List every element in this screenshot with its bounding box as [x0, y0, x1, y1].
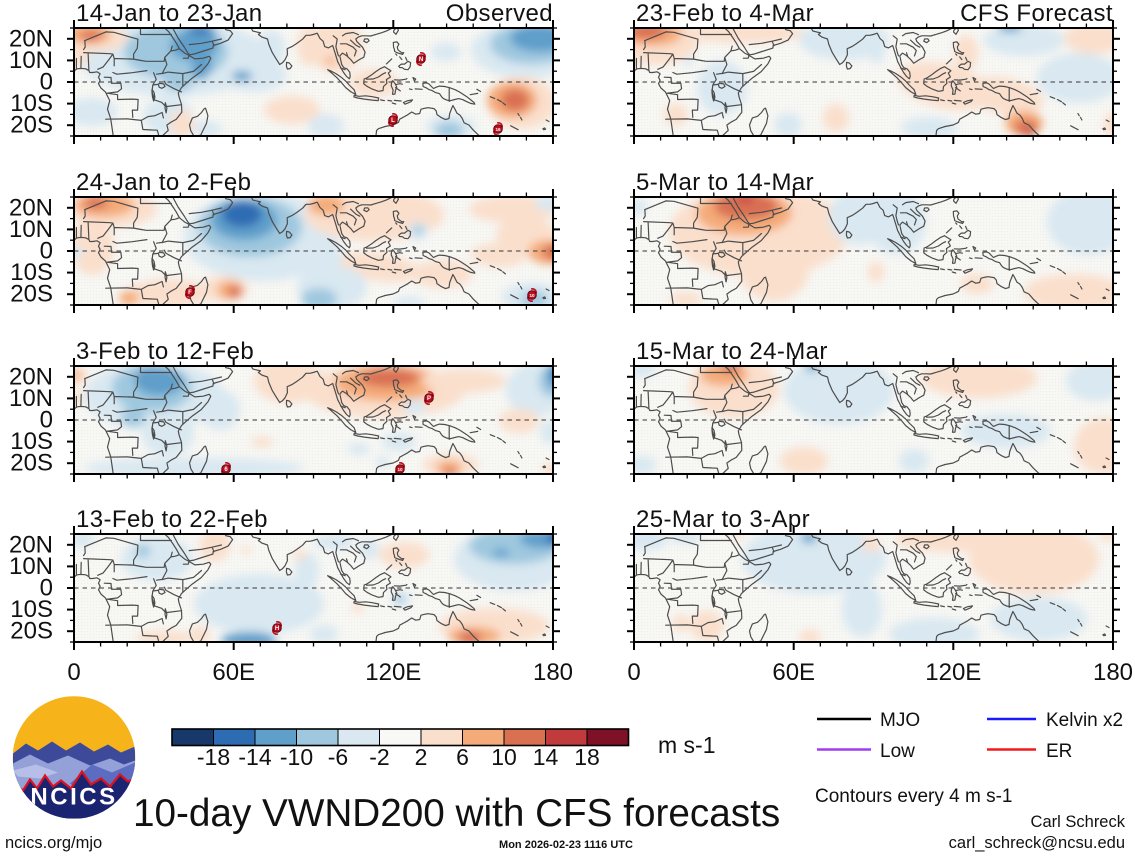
svg-text:20N: 20N — [9, 194, 53, 221]
svg-text:15-Mar to 24-Mar: 15-Mar to 24-Mar — [636, 338, 828, 365]
svg-text:20S: 20S — [10, 618, 53, 645]
svg-text:-2: -2 — [369, 744, 389, 770]
svg-text:Mon 2026-02-23 1116 UTC: Mon 2026-02-23 1116 UTC — [499, 839, 633, 851]
svg-text:24-Jan to 2-Feb: 24-Jan to 2-Feb — [76, 169, 251, 196]
svg-text:14: 14 — [533, 744, 559, 770]
svg-text:Kelvin x2: Kelvin x2 — [1046, 710, 1123, 731]
svg-text:10N: 10N — [9, 216, 53, 243]
svg-text:120E: 120E — [925, 659, 981, 686]
svg-text:-6: -6 — [328, 744, 348, 770]
svg-text:P: P — [427, 396, 431, 402]
svg-text:L: L — [391, 118, 395, 124]
svg-text:16: 16 — [495, 127, 501, 132]
svg-text:10S: 10S — [10, 596, 53, 623]
svg-text:25-Mar to 3-Apr: 25-Mar to 3-Apr — [636, 506, 810, 533]
svg-text:10: 10 — [529, 293, 535, 298]
svg-text:0: 0 — [40, 69, 53, 96]
svg-text:carl_schreck@ncsu.edu: carl_schreck@ncsu.edu — [949, 834, 1125, 852]
svg-text:10S: 10S — [10, 90, 53, 117]
svg-text:6: 6 — [456, 744, 469, 770]
svg-text:0: 0 — [40, 407, 53, 434]
svg-text:10S: 10S — [10, 259, 53, 286]
svg-text:H: H — [275, 626, 279, 632]
svg-text:10N: 10N — [9, 47, 53, 74]
svg-text:10: 10 — [397, 467, 403, 472]
svg-text:N: N — [419, 57, 423, 63]
svg-text:60E: 60E — [212, 659, 255, 686]
svg-text:23-Feb to 4-Mar: 23-Feb to 4-Mar — [636, 0, 814, 27]
svg-text:13-Feb to 22-Feb: 13-Feb to 22-Feb — [76, 506, 268, 533]
svg-text:20S: 20S — [10, 281, 53, 308]
svg-text:F: F — [188, 290, 192, 296]
svg-text:Carl Schreck: Carl Schreck — [1031, 813, 1126, 831]
svg-text:0: 0 — [40, 575, 53, 602]
svg-text:CFS Forecast: CFS Forecast — [960, 0, 1113, 27]
svg-text:180: 180 — [1093, 659, 1133, 686]
svg-text:6: 6 — [224, 467, 228, 473]
svg-text:-10: -10 — [280, 744, 313, 770]
svg-text:ncics.org/mjo: ncics.org/mjo — [5, 834, 102, 852]
svg-text:10N: 10N — [9, 385, 53, 412]
svg-text:MJO: MJO — [880, 710, 920, 731]
svg-text:ER: ER — [1046, 741, 1072, 762]
svg-text:0: 0 — [627, 659, 640, 686]
svg-text:180: 180 — [533, 659, 573, 686]
svg-text:20N: 20N — [9, 363, 53, 390]
svg-text:10-day VWND200 with CFS foreca: 10-day VWND200 with CFS forecasts — [133, 792, 780, 835]
svg-text:20N: 20N — [9, 25, 53, 52]
svg-text:20S: 20S — [10, 450, 53, 477]
svg-text:10N: 10N — [9, 553, 53, 580]
svg-text:NCICS: NCICS — [30, 784, 117, 811]
svg-text:18: 18 — [574, 744, 600, 770]
svg-text:10S: 10S — [10, 428, 53, 455]
svg-text:Low: Low — [880, 741, 915, 762]
svg-text:0: 0 — [40, 238, 53, 265]
svg-text:0: 0 — [67, 659, 80, 686]
svg-text:20N: 20N — [9, 531, 53, 558]
svg-text:120E: 120E — [365, 659, 421, 686]
svg-text:2: 2 — [415, 744, 428, 770]
svg-text:-14: -14 — [238, 744, 271, 770]
svg-text:Observed: Observed — [446, 0, 553, 27]
svg-text:10: 10 — [491, 744, 517, 770]
svg-text:5-Mar to 14-Mar: 5-Mar to 14-Mar — [636, 169, 814, 196]
svg-text:60E: 60E — [772, 659, 815, 686]
svg-text:3-Feb to 12-Feb: 3-Feb to 12-Feb — [76, 338, 254, 365]
svg-text:14-Jan to 23-Jan: 14-Jan to 23-Jan — [76, 0, 263, 27]
svg-text:-18: -18 — [197, 744, 230, 770]
svg-text:20S: 20S — [10, 112, 53, 139]
svg-text:Contours every 4 m s-1: Contours every 4 m s-1 — [815, 786, 1012, 807]
svg-text:m s-1: m s-1 — [658, 732, 716, 758]
